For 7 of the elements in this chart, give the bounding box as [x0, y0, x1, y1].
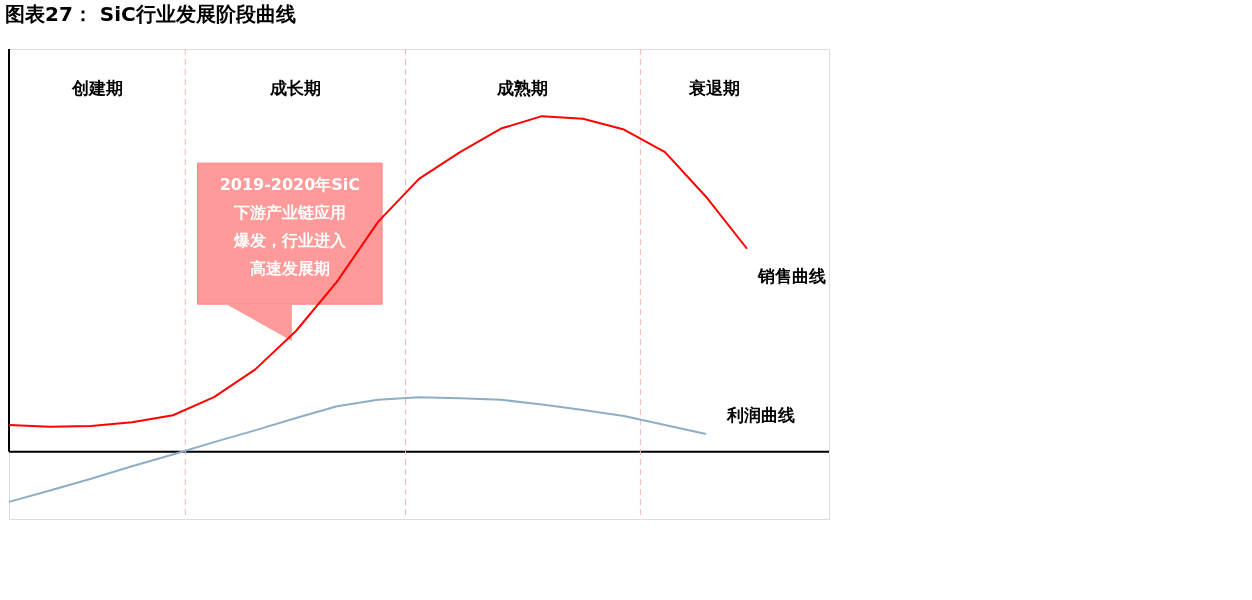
- series-label: 销售曲线: [757, 265, 826, 286]
- text: 成长期: [268, 78, 321, 98]
- text: 成熟期: [496, 78, 549, 98]
- text: 创建期: [70, 78, 123, 98]
- series-label: 利润曲线: [726, 405, 795, 426]
- chart-title: 图表27： SiC行业发展阶段曲线: [5, 2, 296, 26]
- text: 衰退期: [687, 78, 740, 98]
